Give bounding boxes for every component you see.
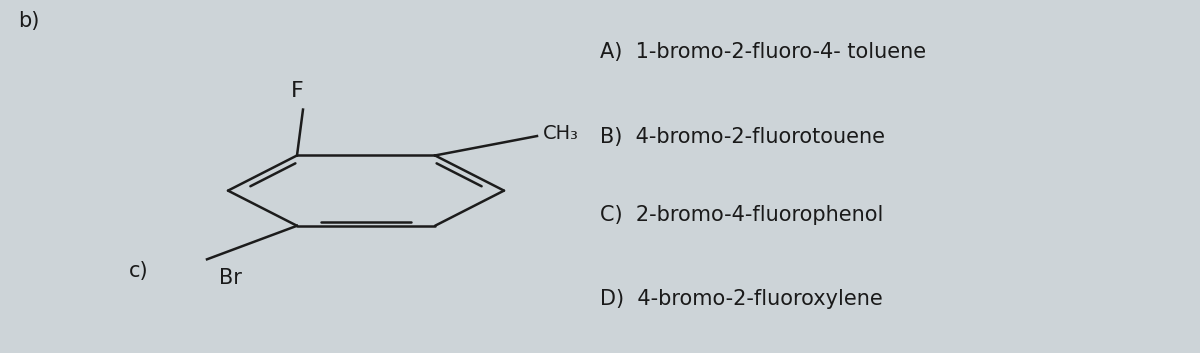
Text: A)  1-bromo-2-fluoro-4- toluene: A) 1-bromo-2-fluoro-4- toluene bbox=[600, 42, 926, 62]
Text: CH₃: CH₃ bbox=[542, 124, 578, 143]
Text: b): b) bbox=[18, 11, 40, 31]
Text: D)  4-bromo-2-fluoroxylene: D) 4-bromo-2-fluoroxylene bbox=[600, 289, 883, 310]
Text: B)  4-bromo-2-fluorotouene: B) 4-bromo-2-fluorotouene bbox=[600, 127, 886, 147]
Text: Br: Br bbox=[220, 268, 242, 288]
Text: C)  2-bromo-4-fluorophenol: C) 2-bromo-4-fluorophenol bbox=[600, 205, 883, 225]
Text: c): c) bbox=[130, 261, 149, 281]
Text: F: F bbox=[290, 81, 304, 101]
